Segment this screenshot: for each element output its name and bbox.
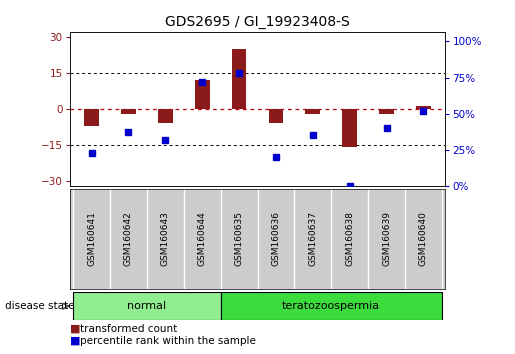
Text: ■: ■: [70, 324, 80, 333]
Text: disease state: disease state: [5, 301, 75, 311]
Title: GDS2695 / GI_19923408-S: GDS2695 / GI_19923408-S: [165, 16, 350, 29]
Bar: [305, 109, 320, 114]
Text: percentile rank within the sample: percentile rank within the sample: [80, 336, 256, 346]
Text: GSM160639: GSM160639: [382, 211, 391, 267]
Text: teratozoospermia: teratozoospermia: [282, 301, 380, 311]
Text: GSM160635: GSM160635: [234, 211, 244, 267]
Text: GSM160643: GSM160643: [161, 211, 170, 267]
Bar: [268, 109, 283, 123]
Text: GSM160638: GSM160638: [345, 211, 354, 267]
Text: transformed count: transformed count: [80, 324, 177, 333]
Text: normal: normal: [127, 301, 166, 311]
Bar: [232, 49, 247, 109]
Bar: [158, 109, 173, 123]
Text: GSM160641: GSM160641: [87, 211, 96, 267]
Bar: [220, 292, 442, 320]
Bar: [342, 109, 357, 147]
Bar: [379, 109, 394, 114]
Text: GSM160642: GSM160642: [124, 212, 133, 266]
Bar: [73, 292, 220, 320]
Bar: [121, 109, 136, 114]
Text: GSM160644: GSM160644: [198, 212, 207, 266]
Text: GSM160636: GSM160636: [271, 211, 281, 267]
Bar: [416, 107, 431, 109]
Text: ■: ■: [70, 336, 80, 346]
Text: GSM160637: GSM160637: [308, 211, 317, 267]
Text: GSM160640: GSM160640: [419, 211, 428, 267]
Bar: [195, 80, 210, 109]
Bar: [84, 109, 99, 126]
